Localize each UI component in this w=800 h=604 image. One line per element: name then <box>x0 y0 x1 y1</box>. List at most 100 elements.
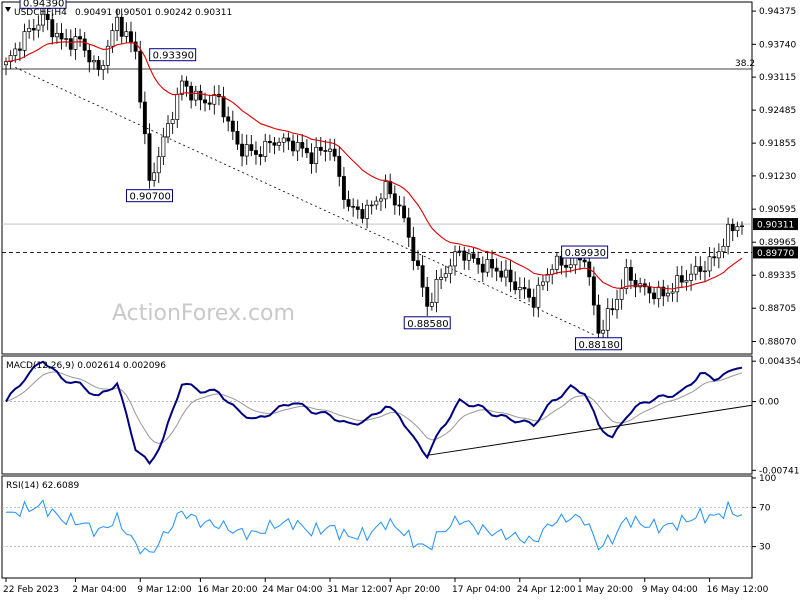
rsi-line <box>5 499 743 555</box>
candle-body <box>31 27 36 31</box>
candle-body <box>68 38 73 50</box>
price-tick-label: 0.89335 <box>759 271 796 281</box>
price-label-box <box>575 337 623 351</box>
candle-body <box>309 152 314 165</box>
candle-body <box>36 24 41 31</box>
time-tick-label: 16 Mar 20:00 <box>197 585 257 595</box>
rsi-tick-label: 70 <box>759 503 771 513</box>
macd-tick-label: 0.004354 <box>759 357 800 367</box>
candle-body <box>244 144 249 157</box>
candle-body <box>221 96 226 118</box>
time-tick-label: 16 May 12:00 <box>707 585 769 595</box>
fib-label: 38.2 <box>735 59 755 69</box>
ma-line <box>5 41 743 290</box>
price-label-text: 0.88580 <box>407 319 448 330</box>
chart-symbol: USDCHF,H4 <box>14 8 67 18</box>
chart-header: USDCHF,H4 0.90491 0.90501 0.90242 0.9031… <box>5 7 232 18</box>
candle-body <box>383 180 388 200</box>
price-guides: 38.2 <box>2 59 755 336</box>
candle-body <box>689 273 694 281</box>
price-tick-label: 0.92485 <box>759 106 796 116</box>
candle-body <box>735 226 740 232</box>
candle-body <box>119 16 124 37</box>
candle-body <box>406 217 411 238</box>
candle-body <box>675 275 680 293</box>
rsi-label: RSI(14) 62.6089 <box>6 481 79 491</box>
candle-body <box>64 38 69 40</box>
candle-body <box>628 267 633 281</box>
candle-body <box>541 281 545 286</box>
candle-body <box>101 65 106 70</box>
candle-body <box>346 199 351 207</box>
candle-body <box>420 265 425 288</box>
candle-body <box>110 30 115 47</box>
price-label-text: 0.93390 <box>153 51 194 62</box>
candle-body <box>17 48 22 51</box>
candle-body <box>254 150 258 155</box>
rsi-panel-frame <box>1 475 753 579</box>
candle-body <box>73 36 78 50</box>
current-price-tag-bg <box>753 218 798 231</box>
candle-body <box>605 308 610 331</box>
price-label-box <box>561 245 609 259</box>
watermark: ActionForex.com <box>112 301 295 326</box>
candle-body <box>411 236 416 262</box>
price-label-box <box>403 316 451 330</box>
candle-body <box>170 119 175 124</box>
candle-body <box>203 99 207 104</box>
candle-body <box>207 102 212 105</box>
candle-body <box>124 31 129 37</box>
candle-body <box>698 266 703 272</box>
candle-body <box>582 259 587 263</box>
price-label-text: 0.88180 <box>579 340 620 351</box>
candle-body <box>96 60 101 70</box>
candle-body <box>198 90 203 101</box>
price-tick-label: 0.89965 <box>759 238 796 248</box>
candle-body <box>184 80 189 87</box>
candle-body <box>656 286 661 300</box>
candle-body <box>300 142 305 149</box>
candle-body <box>466 253 471 261</box>
candle-body <box>591 276 596 306</box>
candle-body <box>429 302 434 307</box>
candle-body <box>226 116 231 122</box>
candle-body <box>341 176 346 200</box>
time-tick-label: 31 Mar 12:00 <box>327 585 387 595</box>
rsi-indicator: 100 70 30 <box>2 474 776 555</box>
candle-body <box>337 155 342 177</box>
time-tick-label: 7 Apr 20:00 <box>387 585 440 595</box>
time-tick-label: 22 Feb 2023 <box>3 585 59 595</box>
price-panel-frame <box>1 1 753 355</box>
candle-body <box>615 299 619 311</box>
candle-body <box>87 50 92 63</box>
ohlc-open: 0.90491 <box>75 8 112 18</box>
candle-body <box>129 31 133 43</box>
candle-body <box>314 146 319 165</box>
candle-body <box>27 27 32 32</box>
price-tick-label: 0.90595 <box>759 205 796 215</box>
candle-body <box>249 144 254 151</box>
candle-body <box>281 137 286 143</box>
macd-trend-line <box>427 404 753 456</box>
candle-body <box>378 198 383 202</box>
candle-body <box>536 284 541 308</box>
candle-body <box>323 150 328 152</box>
candle-body <box>457 250 462 253</box>
candle-body <box>703 270 707 273</box>
candle-body <box>235 130 240 145</box>
candle-body <box>647 286 652 294</box>
candle-body <box>392 193 397 206</box>
macd-tick-label: 0.00 <box>759 398 779 408</box>
candle-body <box>416 260 420 266</box>
candle-body <box>78 36 83 40</box>
candle-body <box>554 255 559 270</box>
candle-body <box>453 251 457 267</box>
time-tick-label: 2 Mar 04:00 <box>72 585 127 595</box>
candle-body <box>258 154 263 157</box>
candle-body <box>712 256 717 259</box>
candle-body <box>22 31 27 51</box>
time-tick-label: 9 May 04:00 <box>642 585 698 595</box>
candle-body <box>494 267 499 272</box>
candle-body <box>138 50 143 103</box>
price-label-box <box>125 189 173 203</box>
